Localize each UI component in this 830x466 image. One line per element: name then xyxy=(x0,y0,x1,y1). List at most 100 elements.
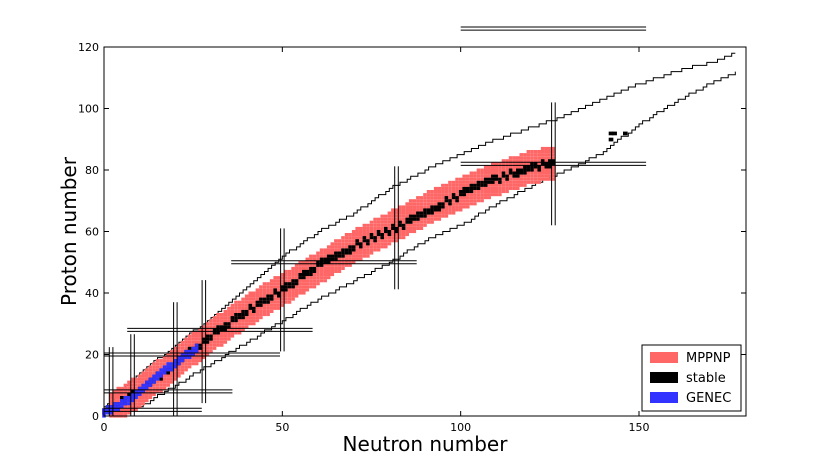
nuclide-cell-mppnp xyxy=(316,257,320,261)
legend-label-genec: GENEC xyxy=(686,391,731,406)
nuclide-cell-mppnp xyxy=(412,202,417,206)
nuclide-cell-mppnp xyxy=(476,174,481,178)
nuclide-cell-mppnp xyxy=(423,217,427,221)
nuclide-cell-mppnp xyxy=(305,282,310,286)
nuclide-cell-mppnp xyxy=(241,300,245,304)
nuclide-cell-mppnp xyxy=(148,389,153,393)
nuclide-cell-mppnp xyxy=(537,171,541,175)
nuclide-cell-mppnp xyxy=(519,156,524,160)
nuclide-cell-mppnp xyxy=(491,190,495,194)
nuclide-cell-genec xyxy=(148,377,153,381)
nuclide-cell-mppnp xyxy=(426,220,431,224)
nuclide-cell-genec xyxy=(166,368,170,372)
nuclide-cell-mppnp xyxy=(262,294,267,298)
nuclide-cell-mppnp xyxy=(334,248,338,252)
nuclide-cell-mppnp xyxy=(512,165,516,169)
nuclide-cell-mppnp xyxy=(540,171,545,175)
nuclide-cell-mppnp xyxy=(205,343,210,347)
nuclide-cell-stable xyxy=(326,257,331,261)
nuclide-cell-mppnp xyxy=(173,371,178,375)
nuclide-cell-mppnp xyxy=(344,245,349,249)
nuclide-cell-mppnp xyxy=(416,223,420,227)
nuclide-cell-mppnp xyxy=(498,174,502,178)
nuclide-cell-mppnp xyxy=(384,223,388,227)
nuclide-cell-mppnp xyxy=(123,411,128,415)
nuclide-cell-genec xyxy=(109,411,113,415)
nuclide-cell-mppnp xyxy=(305,279,310,283)
nuclide-cell-mppnp xyxy=(241,306,245,310)
nuclide-cell-mppnp xyxy=(369,220,374,224)
nuclide-cell-mppnp xyxy=(433,202,438,206)
nuclide-cell-mppnp xyxy=(373,233,377,237)
nuclide-cell-mppnp xyxy=(512,156,516,160)
nuclide-cell-stable xyxy=(483,180,488,184)
nuclide-cell-mppnp xyxy=(280,300,285,304)
nuclide-cell-stable xyxy=(373,239,377,243)
nuclide-cell-stable xyxy=(441,205,445,209)
nuclide-cell-mppnp xyxy=(166,380,170,384)
nuclide-cell-mppnp xyxy=(123,389,128,393)
nuclide-cell-mppnp xyxy=(501,165,506,169)
nuclide-cell-mppnp xyxy=(469,193,474,197)
nuclide-cell-mppnp xyxy=(227,337,231,341)
nuclide-cell-stable xyxy=(551,159,556,163)
nuclide-cell-stable xyxy=(287,282,292,286)
nuclide-cell-mppnp xyxy=(512,168,516,172)
nuclide-cell-mppnp xyxy=(280,294,285,298)
nuclide-cell-mppnp xyxy=(501,159,506,163)
nuclide-cell-mppnp xyxy=(152,368,156,372)
nuclide-cell-mppnp xyxy=(326,263,331,267)
nuclide-cell-mppnp xyxy=(366,223,370,227)
nuclide-cell-genec xyxy=(184,353,188,357)
nuclide-cell-stable xyxy=(341,248,345,252)
nuclide-cell-mppnp xyxy=(394,208,399,212)
nuclide-cell-mppnp xyxy=(237,303,242,307)
nuclide-cell-mppnp xyxy=(448,205,452,209)
nuclide-cell-mppnp xyxy=(326,266,331,270)
nuclide-cell-mppnp xyxy=(152,389,156,393)
nuclide-cell-mppnp xyxy=(170,349,174,353)
nuclide-cell-stable xyxy=(209,337,213,341)
nuclide-cell-mppnp xyxy=(441,186,445,190)
nuclide-cell-mppnp xyxy=(341,260,345,264)
y-tick-label: 0 xyxy=(92,410,99,423)
nuclide-cell-mppnp xyxy=(277,282,281,286)
nuclide-cell-stable xyxy=(533,165,538,169)
nuclide-cell-stable xyxy=(416,217,420,221)
nuclide-cell-mppnp xyxy=(483,174,488,178)
nuclide-cell-mppnp xyxy=(187,334,192,338)
nuclide-cell-mppnp xyxy=(294,291,299,295)
nuclide-cell-mppnp xyxy=(234,331,238,335)
nuclide-cell-mppnp xyxy=(437,214,442,218)
nuclide-cell-mppnp xyxy=(141,396,145,400)
nuclide-cell-mppnp xyxy=(433,214,438,218)
nuclide-cell-stable xyxy=(166,371,170,375)
nuclide-cell-mppnp xyxy=(191,334,195,338)
nuclide-cell-stable xyxy=(337,254,342,258)
nuclide-cell-mppnp xyxy=(269,291,274,295)
nuclide-cell-mppnp xyxy=(187,337,192,341)
legend-swatch-mppnp xyxy=(650,352,678,363)
nuclide-cell-mppnp xyxy=(109,402,113,406)
nuclide-cell-mppnp xyxy=(516,180,520,184)
nuclide-cell-genec xyxy=(145,380,149,384)
nuclide-cell-mppnp xyxy=(455,183,459,187)
nuclide-cell-mppnp xyxy=(298,279,302,283)
nuclide-cell-mppnp xyxy=(355,233,359,237)
nuclide-cell-mppnp xyxy=(387,239,392,243)
nuclide-cell-mppnp xyxy=(198,359,203,363)
nuclide-cell-mppnp xyxy=(419,220,424,224)
nuclide-cell-mppnp xyxy=(537,162,541,166)
nuclide-cell-mppnp xyxy=(466,199,470,203)
nuclide-cell-mppnp xyxy=(173,353,178,357)
nuclide-cell-mppnp xyxy=(137,396,142,400)
nuclide-cell-genec xyxy=(134,396,138,400)
nuclide-cell-mppnp xyxy=(266,282,270,286)
nuclide-cell-stable xyxy=(369,236,374,240)
nuclide-cell-mppnp xyxy=(287,279,292,283)
nuclide-cell-mppnp xyxy=(351,230,356,234)
nuclide-cell-mppnp xyxy=(462,177,466,181)
nuclide-cell-mppnp xyxy=(487,171,491,175)
nuclide-cell-mppnp xyxy=(376,239,381,243)
nuclide-cell-mppnp xyxy=(134,402,138,406)
